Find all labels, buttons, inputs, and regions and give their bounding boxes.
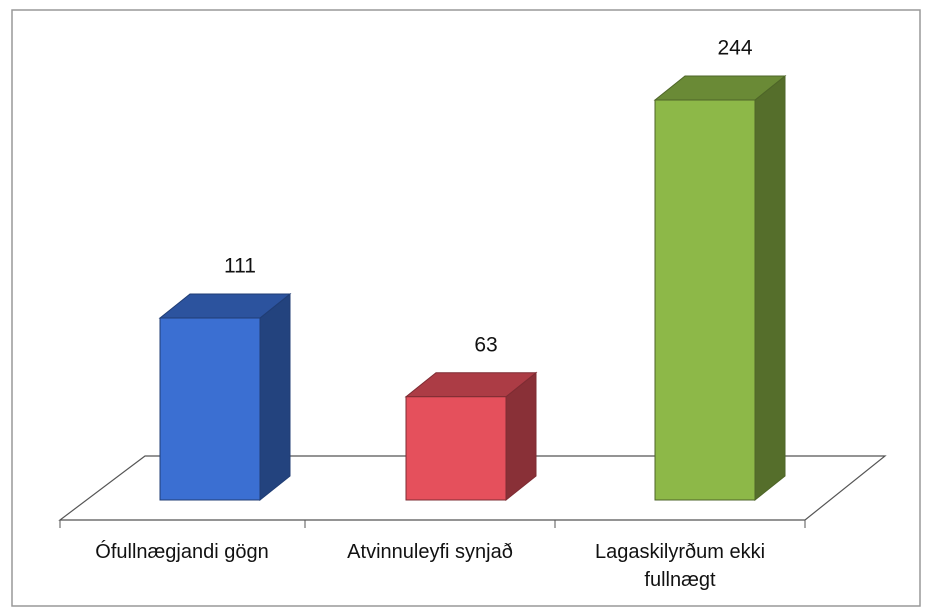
bar — [653, 74, 787, 502]
x-tick-label: Lagaskilyrðum ekki fullnægt — [594, 541, 766, 591]
bar-side — [754, 74, 786, 502]
x-tick-label: Ófullnægjandi gögn — [95, 541, 269, 563]
bar-front — [159, 317, 261, 501]
bar-side — [259, 292, 291, 502]
value-label: 111 — [224, 255, 256, 278]
frame — [11, 9, 921, 607]
x-tick-label: Atvinnuleyfi synjað — [347, 541, 513, 563]
bar-front — [405, 396, 507, 501]
bar — [158, 292, 292, 502]
bar — [404, 371, 538, 502]
value-label: 244 — [717, 37, 752, 60]
value-label: 63 — [474, 333, 497, 356]
bar-front — [654, 99, 756, 501]
